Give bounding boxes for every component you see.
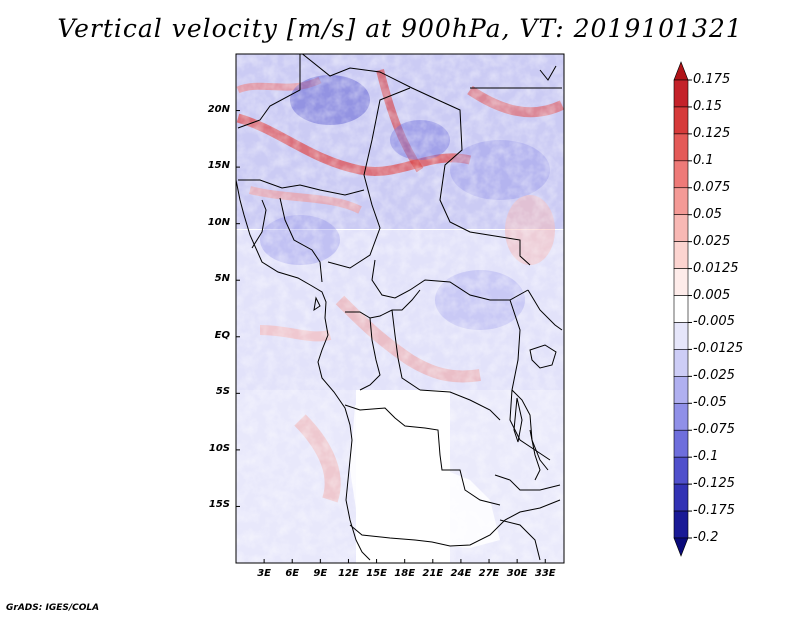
lat-tick-label: 15S bbox=[208, 499, 230, 511]
colorbar-segment bbox=[673, 160, 689, 189]
colorbar-label: -0.125 bbox=[693, 476, 735, 492]
colorbar-label: 0.15 bbox=[693, 98, 722, 114]
colorbar-segment bbox=[673, 376, 689, 404]
lon-tick-label: 12E bbox=[338, 568, 359, 579]
colorbar-segment bbox=[673, 133, 689, 162]
colorbar-label: -0.1 bbox=[693, 449, 719, 465]
boundaries bbox=[236, 54, 563, 561]
lon-tick-label: 30E bbox=[506, 568, 528, 579]
lat-tick-label: 10S bbox=[208, 442, 230, 454]
colorbar-segment bbox=[673, 456, 689, 485]
colorbar-top-arrow bbox=[673, 61, 689, 81]
lon-tick-label: 15E bbox=[366, 568, 387, 579]
lat-tick-label: 10N bbox=[207, 216, 230, 228]
colorbar bbox=[673, 61, 692, 557]
colorbar-label: -0.175 bbox=[693, 503, 735, 519]
colorbar-label: -0.025 bbox=[693, 368, 735, 384]
grads-credit: GrADS: IGES/COLA bbox=[6, 603, 100, 613]
map-frame bbox=[235, 53, 565, 564]
colorbar-segment bbox=[673, 402, 689, 431]
colorbar-label: 0.005 bbox=[693, 287, 731, 303]
colorbar-label: -0.2 bbox=[693, 530, 719, 545]
colorbar-label: 0.175 bbox=[693, 72, 731, 87]
colorbar-label: 0.025 bbox=[693, 233, 731, 249]
lon-tick-label: 24E bbox=[450, 568, 472, 579]
lon-tick-label: 3E bbox=[257, 568, 271, 579]
lat-tick-label: 5S bbox=[215, 386, 230, 398]
colorbar-segment bbox=[673, 79, 689, 108]
lon-tick-label: 9E bbox=[313, 568, 328, 579]
colorbar-segment bbox=[673, 429, 689, 458]
lon-tick-label: 21E bbox=[422, 568, 444, 579]
colorbar-label: 0.075 bbox=[693, 179, 731, 195]
colorbar-segment bbox=[673, 483, 689, 512]
lon-tick-label: 27E bbox=[478, 568, 500, 579]
lat-tick-label: 20N bbox=[207, 103, 230, 115]
colorbar-segment bbox=[673, 187, 689, 216]
colorbar-segment bbox=[673, 268, 689, 296]
chart-title: Vertical velocity [m/s] at 900hPa, VT: 2… bbox=[57, 14, 743, 43]
lon-tick-label: 6E bbox=[285, 568, 300, 579]
lat-tick-label: 15N bbox=[207, 160, 230, 172]
colorbar-segment bbox=[673, 349, 689, 377]
colorbar-label: -0.005 bbox=[693, 314, 735, 330]
lon-tick-label: 18E bbox=[394, 568, 416, 579]
colorbar-bottom-arrow bbox=[673, 537, 689, 557]
axis-ticks bbox=[236, 110, 546, 563]
colorbar-segment bbox=[673, 106, 689, 135]
colorbar-segment bbox=[673, 295, 689, 323]
colorbar-segment bbox=[673, 241, 689, 269]
lat-tick-label: EQ bbox=[214, 329, 230, 341]
colorbar-label: -0.075 bbox=[693, 422, 735, 438]
colorbar-label: 0.0125 bbox=[693, 260, 739, 276]
lon-tick-label: 33E bbox=[534, 568, 556, 579]
velocity-field bbox=[236, 54, 564, 563]
colorbar-segment bbox=[673, 214, 689, 242]
colorbar-label: 0.05 bbox=[693, 206, 722, 222]
colorbar-segment bbox=[673, 322, 689, 350]
colorbar-label: -0.0125 bbox=[693, 341, 744, 357]
colorbar-label: -0.05 bbox=[693, 395, 727, 411]
colorbar-label: 0.1 bbox=[693, 152, 714, 168]
colorbar-segment bbox=[673, 510, 689, 539]
colorbar-label: 0.125 bbox=[693, 125, 731, 141]
lat-tick-label: 5N bbox=[214, 273, 230, 285]
